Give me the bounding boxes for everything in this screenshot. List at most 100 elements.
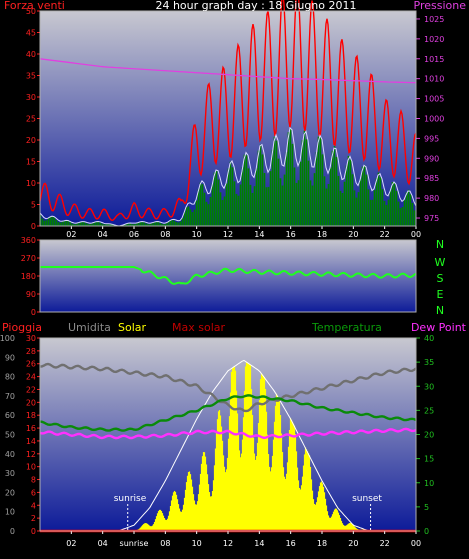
wind-x-tick-label: 20 (348, 230, 358, 239)
temperature-y-tick-label: 35 (424, 358, 434, 367)
wind-y-tick-label: 40 (26, 50, 36, 59)
weather-x-tick-label: 08 (160, 539, 170, 548)
wind-x-tick-label: 10 (192, 230, 202, 239)
humidity-y-tick-label: 30 (5, 469, 15, 478)
wind-y-tick-label: 0 (31, 222, 36, 231)
wind-y-tick-label: 10 (26, 179, 36, 188)
weather-x-tick-label: 12 (223, 539, 233, 548)
rain-y-tick-label: 28 (26, 347, 36, 356)
compass-w: W (435, 256, 446, 269)
compass-n-top: N (436, 238, 444, 251)
rain-y-tick-label: 24 (26, 373, 36, 382)
humidity-y-tick-label: 20 (5, 488, 15, 497)
pressure-y-tick-label: 995 (424, 134, 439, 143)
pressure-label: Pressione (414, 0, 467, 12)
pressure-y-tick-label: 1020 (424, 35, 444, 44)
pressure-y-tick-label: 990 (424, 154, 439, 163)
pressure-y-tick-label: 1025 (424, 15, 444, 24)
sunrise-label: sunrise (114, 494, 147, 504)
weather-x-tick-label: sunrise (120, 539, 149, 548)
wind-y-tick-label: 30 (26, 93, 36, 102)
temperature-y-tick-label: 20 (424, 431, 434, 440)
wind-plot-frame (39, 10, 417, 227)
chart-title: 24 hour graph day : 18 Giugno 2011 (155, 0, 356, 12)
rain-y-tick-label: 16 (26, 424, 36, 433)
direction-plot-frame (39, 239, 417, 313)
max-solar-curve (119, 359, 369, 532)
wind-average-line (39, 126, 417, 227)
humidity-y-tick-label: 40 (5, 450, 15, 459)
rain-y-tick-label: 30 (26, 334, 36, 343)
direction-y-tick-label: 90 (26, 290, 36, 299)
humidity-y-tick-label: 100 (0, 334, 15, 343)
rain-y-tick-label: 26 (26, 360, 36, 369)
direction-y-tick-label: 180 (21, 272, 36, 281)
rain-y-tick-label: 6 (31, 488, 36, 497)
legend-solar: Solar (118, 321, 147, 334)
wind-y-tick-label: 15 (26, 158, 36, 167)
temperature-y-tick-label: 40 (424, 334, 434, 343)
wind-gust-line (39, 0, 417, 222)
rain-y-tick-label: 4 (31, 501, 36, 510)
weather-x-tick-label: 14 (254, 539, 264, 548)
weather-x-tick-label: 20 (348, 539, 358, 548)
temperature-y-tick-label: 10 (424, 479, 434, 488)
legend-rain: Pioggia (2, 321, 42, 334)
humidity-y-tick-label: 80 (5, 373, 15, 382)
wind-y-tick-label: 50 (26, 7, 36, 16)
axes: 0510152025303540455097598098599099510001… (0, 7, 444, 548)
wind-series (39, 0, 417, 227)
wind-y-tick-label: 25 (26, 115, 36, 124)
legend-dew-point: Dew Point (411, 321, 467, 334)
pressure-y-tick-label: 985 (424, 174, 439, 183)
wind-x-tick-label: 16 (286, 230, 296, 239)
direction-series (40, 266, 417, 285)
wind-x-tick-label: 02 (66, 230, 76, 239)
humidity-y-tick-label: 90 (5, 353, 15, 362)
weather-x-tick-label: 22 (380, 539, 390, 548)
humidity-y-tick-label: 60 (5, 411, 15, 420)
wind-x-tick-label: 04 (98, 230, 108, 239)
weather-x-tick-label: 00 (411, 539, 421, 548)
pressure-line (39, 58, 417, 84)
direction-y-tick-label: 360 (21, 236, 36, 245)
temperature-line (39, 394, 417, 432)
dew-point-line (39, 427, 417, 440)
direction-y-tick-label: 270 (21, 254, 36, 263)
rain-y-tick-label: 20 (26, 398, 36, 407)
weather-plot-frame (39, 337, 417, 532)
rain-y-tick-label: 12 (26, 450, 36, 459)
humidity-y-tick-label: 70 (5, 392, 15, 401)
weather-x-tick-label: 02 (66, 539, 76, 548)
direction-y-tick-label: 0 (31, 308, 36, 317)
pressure-y-tick-label: 1000 (424, 115, 444, 124)
weather-x-tick-label: 04 (98, 539, 108, 548)
weather-x-tick-label: 16 (286, 539, 296, 548)
direction-plot-area (40, 240, 416, 312)
wind-y-tick-label: 5 (31, 201, 36, 210)
humidity-y-tick-label: 50 (5, 431, 15, 440)
temperature-y-tick-label: 0 (424, 527, 429, 536)
pressure-y-tick-label: 1005 (424, 95, 444, 104)
rain-y-tick-label: 2 (31, 514, 36, 523)
compass-e: E (437, 288, 444, 301)
wind-x-tick-label: 00 (411, 230, 421, 239)
wind-x-tick-label: 22 (380, 230, 390, 239)
pressure-y-tick-label: 1010 (424, 75, 444, 84)
wind-x-tick-label: 06 (129, 230, 139, 239)
compass-n-bottom: N (436, 304, 444, 317)
wind-y-tick-label: 20 (26, 136, 36, 145)
humidity-line (39, 362, 417, 413)
pressure-y-tick-label: 1015 (424, 55, 444, 64)
weather-x-tick-label: 18 (317, 539, 327, 548)
pressure-y-tick-label: 975 (424, 214, 439, 223)
wind-x-tick-label: 14 (254, 230, 264, 239)
humidity-y-tick-label: 10 (5, 508, 15, 517)
wind-y-tick-label: 35 (26, 72, 36, 81)
wind-x-tick-label: 18 (317, 230, 327, 239)
wind-y-tick-label: 45 (26, 29, 36, 38)
wind-x-tick-label: 12 (223, 230, 233, 239)
weather-x-tick-label: 10 (192, 539, 202, 548)
